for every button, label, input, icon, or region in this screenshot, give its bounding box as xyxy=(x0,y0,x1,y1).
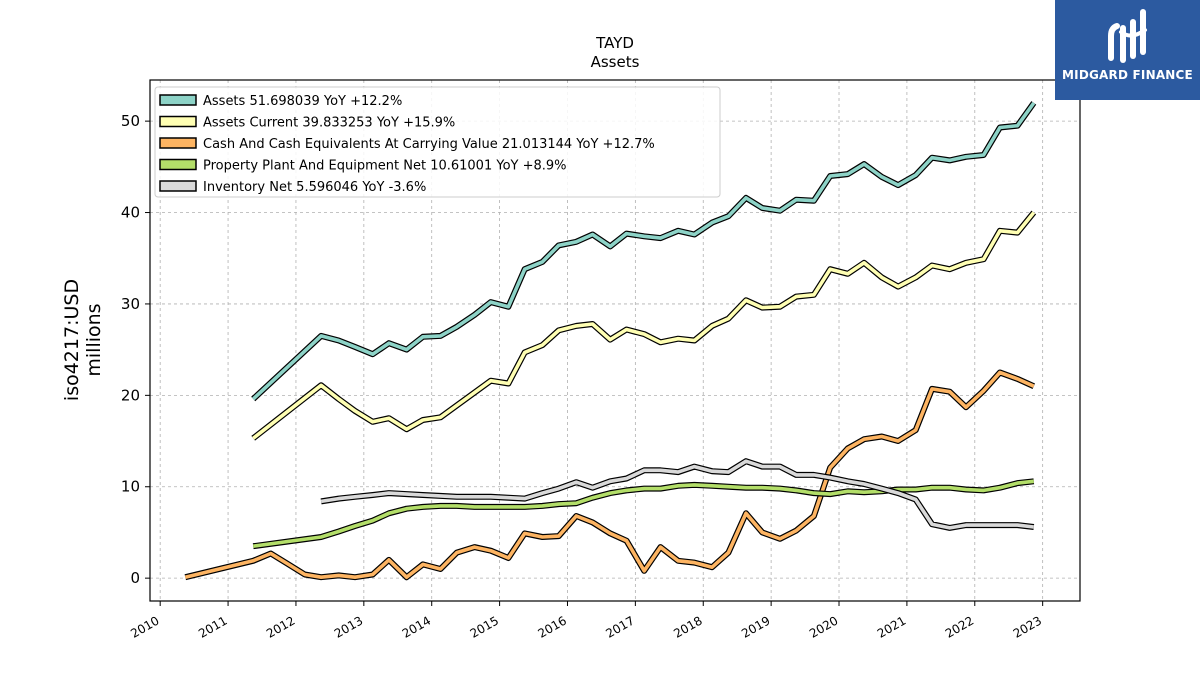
legend-label: Assets Current 39.833253 YoY +15.9% xyxy=(203,116,455,131)
x-tick-label: 2014 xyxy=(400,613,433,640)
x-tick-label: 2012 xyxy=(264,613,297,640)
series-3 xyxy=(184,369,1036,581)
y-tick-label: 20 xyxy=(121,386,140,404)
series-line xyxy=(251,101,1036,401)
legend-label: Cash And Cash Equivalents At Carrying Va… xyxy=(203,137,655,152)
legend-entry: Inventory Net 5.596046 YoY -3.6% xyxy=(159,180,426,195)
x-tick-label: 2017 xyxy=(603,613,636,640)
series-5 xyxy=(320,458,1035,531)
legend-entry: Assets 51.698039 YoY +12.2% xyxy=(159,94,402,109)
y-tick-label: 10 xyxy=(121,478,140,496)
legend-swatch xyxy=(159,180,197,192)
x-tick-label: 2013 xyxy=(332,613,365,640)
legend-entries: Assets 51.698039 YoY +12.2% Assets Curren… xyxy=(159,94,655,195)
series-line-outline xyxy=(251,210,1037,441)
series-line xyxy=(252,211,1036,440)
x-tick-label: 2019 xyxy=(739,613,772,640)
y-tick-label: 50 xyxy=(121,112,140,130)
chart-title: TAYD xyxy=(595,34,634,52)
series-1 xyxy=(251,101,1037,402)
series-2 xyxy=(251,210,1037,441)
x-tick-label: 2021 xyxy=(875,613,908,640)
x-tick-label: 2020 xyxy=(807,613,840,640)
y-tick-label: 40 xyxy=(121,204,140,222)
legend-frame xyxy=(154,86,721,198)
legend-swatch xyxy=(159,115,197,128)
y-axis-label: iso4217:USD xyxy=(61,279,83,401)
brand-logo: MIDGARD FINANCE xyxy=(1055,0,1200,100)
legend-entry: Property Plant And Equipment Net 10.6100… xyxy=(159,158,567,174)
plot-frame xyxy=(149,79,1081,602)
series-4 xyxy=(252,478,1035,550)
brand-name: MIDGARD FINANCE xyxy=(1062,68,1193,82)
y-tick-label: 0 xyxy=(130,569,140,587)
y-axis-label-units: millions xyxy=(83,303,105,376)
legend-label: Assets 51.698039 YoY +12.2% xyxy=(203,94,402,109)
x-tick-label: 2022 xyxy=(943,613,976,640)
series-layer xyxy=(184,101,1037,581)
x-tick-label: 2023 xyxy=(1011,613,1044,640)
legend-swatch xyxy=(159,158,197,171)
series-line xyxy=(320,459,1035,530)
legend-entry: Cash And Cash Equivalents At Carrying Va… xyxy=(159,137,655,152)
y-tick-label: 30 xyxy=(121,295,140,313)
chart-subtitle: Assets xyxy=(591,53,640,71)
series-line xyxy=(184,370,1035,579)
legend-label: Inventory Net 5.596046 YoY -3.6% xyxy=(203,180,426,195)
x-tick-label: 2010 xyxy=(128,613,161,640)
legend-entry: Assets Current 39.833253 YoY +15.9% xyxy=(159,115,455,131)
x-tick-label: 2018 xyxy=(671,613,704,640)
legend-swatch xyxy=(159,137,197,149)
legend: Assets 51.698039 YoY +12.2% Assets Curren… xyxy=(154,86,721,198)
x-tick-label: 2015 xyxy=(468,613,501,640)
legend-label: Property Plant And Equipment Net 10.6100… xyxy=(203,159,567,174)
legend-swatch xyxy=(159,94,197,106)
x-tick-label: 2016 xyxy=(536,613,569,640)
x-tick-label: 2011 xyxy=(196,613,229,640)
series-line xyxy=(252,479,1034,548)
brand-mark-icon xyxy=(1108,9,1147,63)
series-line-outline xyxy=(184,369,1036,581)
